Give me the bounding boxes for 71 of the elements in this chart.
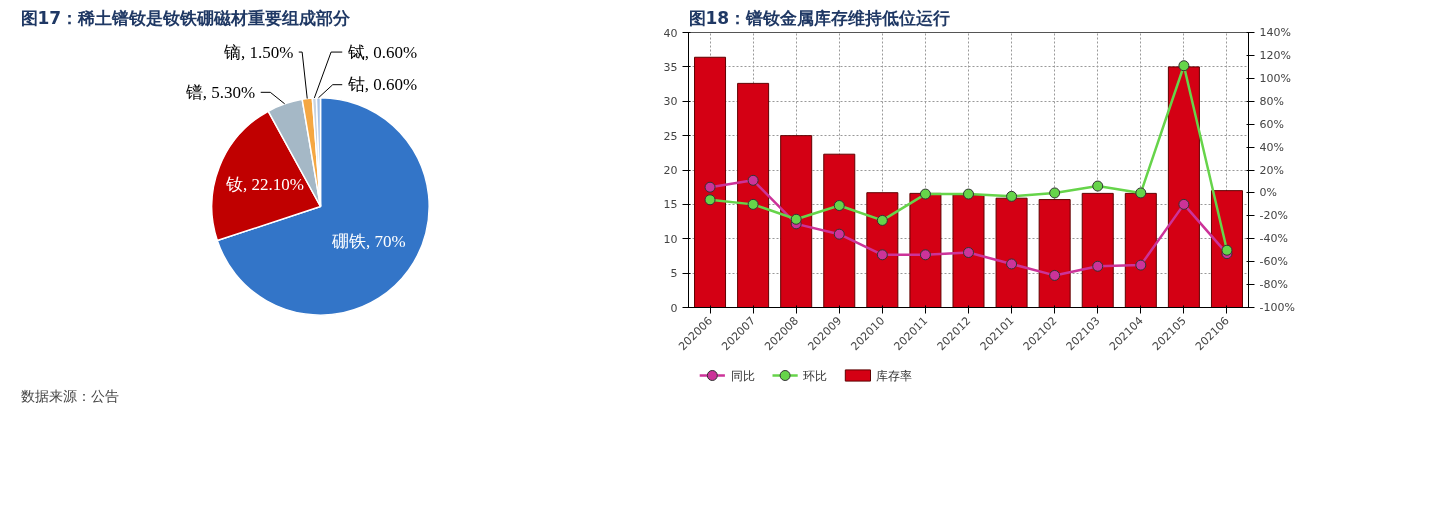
y2-tick-label: 80% <box>1259 94 1284 108</box>
slice-label: 钕, 22.10% <box>224 175 304 195</box>
chart-title: 图17：稀土镨钕是钕铁硼磁材重要组成部分 <box>20 7 352 28</box>
point <box>1092 260 1104 272</box>
point <box>1049 187 1061 199</box>
y2-tick-label: 0% <box>1259 186 1277 200</box>
point <box>833 200 845 212</box>
point <box>919 249 931 261</box>
point <box>747 174 759 186</box>
point <box>833 228 845 240</box>
legend-label: 库存率 <box>876 368 913 383</box>
point <box>876 214 888 226</box>
y-tick-label: 40 <box>663 26 678 40</box>
y-tick-label: 20 <box>663 164 678 177</box>
y2-tick-label: 100% <box>1259 71 1291 85</box>
y2-tick-label: 120% <box>1259 48 1291 62</box>
bar <box>737 82 770 308</box>
point <box>1049 269 1061 281</box>
y-tick-label: 25 <box>663 129 678 143</box>
point <box>876 249 888 261</box>
bar <box>1167 66 1200 308</box>
point <box>919 188 931 200</box>
bar <box>909 192 942 308</box>
legend-label: 环比 <box>803 368 828 383</box>
y-tick-label: 0 <box>670 301 678 315</box>
bar <box>780 135 813 308</box>
legend-label: 同比 <box>730 368 755 383</box>
bar <box>866 192 899 308</box>
source-note: 数据来源：公告 <box>20 387 119 404</box>
bar <box>823 153 856 308</box>
slice-label: 钴, 0.60% <box>346 75 418 95</box>
chart-title: 图18：镨钕金属库存维持低位运行 <box>688 7 951 28</box>
y2-tick-label: -40% <box>1259 232 1288 246</box>
point <box>1221 244 1233 256</box>
y-tick-label: 5 <box>670 267 678 281</box>
point <box>1006 258 1018 270</box>
bar <box>1124 192 1157 308</box>
y-tick-label: 35 <box>663 60 678 74</box>
y-tick-label: 15 <box>663 198 678 212</box>
bar <box>1210 190 1243 308</box>
point <box>1006 190 1018 202</box>
point <box>704 181 716 193</box>
point <box>747 198 759 210</box>
y2-tick-label: -100% <box>1259 301 1295 314</box>
y2-tick-label: 20% <box>1259 163 1284 177</box>
bar <box>952 194 985 308</box>
bar <box>1038 199 1071 308</box>
point <box>1135 259 1147 271</box>
y-tick-label: 10 <box>663 232 678 246</box>
slice-label: 铽, 0.60% <box>346 42 418 62</box>
point <box>1178 198 1190 210</box>
bar <box>694 56 727 308</box>
point <box>1092 180 1104 192</box>
point <box>1178 60 1190 72</box>
slice-label: 硼铁, 70% <box>331 232 406 252</box>
point <box>963 188 974 200</box>
bar <box>1081 192 1114 308</box>
slice-label: 镝, 1.50% <box>222 42 294 62</box>
y2-tick-label: 40% <box>1259 140 1284 154</box>
y2-tick-label: 140% <box>1259 26 1291 39</box>
slice-label: 镨, 5.30% <box>184 82 256 102</box>
point <box>1135 187 1147 199</box>
bar <box>995 197 1028 308</box>
y2-tick-label: -20% <box>1259 209 1288 223</box>
y2-tick-label: 60% <box>1259 117 1284 131</box>
y-tick-label: 30 <box>663 95 678 109</box>
y2-tick-label: -80% <box>1259 278 1288 292</box>
point <box>704 194 716 206</box>
y2-tick-label: -60% <box>1259 255 1288 269</box>
point <box>790 213 802 225</box>
point <box>963 247 974 258</box>
